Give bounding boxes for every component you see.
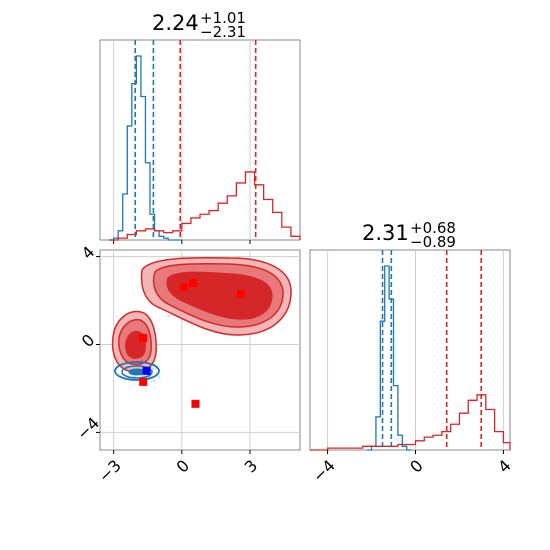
marginal-y-tick-label-1: 0 bbox=[406, 456, 427, 477]
sample-dot-117 bbox=[154, 367, 157, 370]
sample-dot-61 bbox=[167, 315, 170, 318]
marginal-x-histogram-0 bbox=[109, 55, 182, 241]
marginal-y-title-plus: +0.68 bbox=[410, 219, 456, 237]
marginal-x-series bbox=[109, 40, 301, 241]
sample-dot-135 bbox=[140, 374, 143, 377]
marginal-x-frame bbox=[99, 39, 301, 241]
marginal-y-histogram-1 bbox=[310, 394, 511, 451]
blue-contour-outer bbox=[114, 361, 160, 381]
sample-dot-106 bbox=[150, 380, 153, 383]
joint-panel: −3 0 3 −4 0 4 bbox=[73, 242, 301, 486]
marginal-y-tick-labels: −4 0 4 bbox=[309, 450, 515, 486]
joint-frame bbox=[99, 249, 301, 451]
marginal-y-title-minus: −0.89 bbox=[410, 233, 456, 251]
marginal-x-title-median: 2.24 bbox=[152, 11, 199, 35]
marginal-x-title-minus: −2.31 bbox=[200, 23, 246, 41]
marginal-y-frame bbox=[309, 249, 511, 451]
blue-contour-mid bbox=[121, 365, 153, 379]
marginal-x-grid bbox=[113, 40, 251, 244]
marginal-x-panel: 2.24 +1.01 −2.31 bbox=[99, 9, 301, 244]
joint-ytick-label-0: −4 bbox=[73, 413, 103, 443]
marginal-y-histogram-0 bbox=[367, 265, 412, 451]
joint-ytick-label-2: 4 bbox=[78, 242, 99, 263]
blue-density-contours bbox=[114, 361, 160, 381]
marginal-y-series bbox=[310, 250, 511, 451]
red-marker-3 bbox=[189, 278, 198, 287]
marginal-x-histogram-1 bbox=[109, 171, 301, 241]
marginal-y-grid bbox=[327, 250, 504, 450]
marginal-y-tick-label-2: 4 bbox=[494, 456, 515, 477]
joint-points bbox=[139, 278, 245, 408]
sample-dot-128 bbox=[158, 376, 161, 379]
marginal-x-title-plus: +1.01 bbox=[200, 9, 246, 27]
sample-dot-138 bbox=[153, 380, 156, 383]
marginal-y-tick-label-0: −4 bbox=[309, 456, 339, 486]
red-marker-0 bbox=[139, 333, 148, 342]
red-marker-5 bbox=[191, 399, 200, 408]
sample-dot-142 bbox=[153, 362, 156, 365]
blue-marker-0 bbox=[142, 366, 151, 375]
joint-xtick-label-2: 3 bbox=[241, 456, 262, 477]
marginal-y-panel: −4 0 4 2.31 +0.68 −0.89 bbox=[309, 219, 515, 486]
red-marker-4 bbox=[236, 289, 245, 298]
joint-xtick-label-1: 0 bbox=[172, 456, 193, 477]
red-marker-2 bbox=[180, 283, 189, 292]
sample-dot-147 bbox=[151, 368, 154, 371]
marginal-y-title-median: 2.31 bbox=[362, 221, 409, 245]
sample-dot-126 bbox=[157, 375, 160, 378]
joint-ytick-label-1: 0 bbox=[78, 330, 99, 351]
joint-xtick-label-0: −3 bbox=[95, 456, 125, 486]
red-density-contours bbox=[111, 256, 292, 373]
red-marker-1 bbox=[139, 377, 148, 386]
